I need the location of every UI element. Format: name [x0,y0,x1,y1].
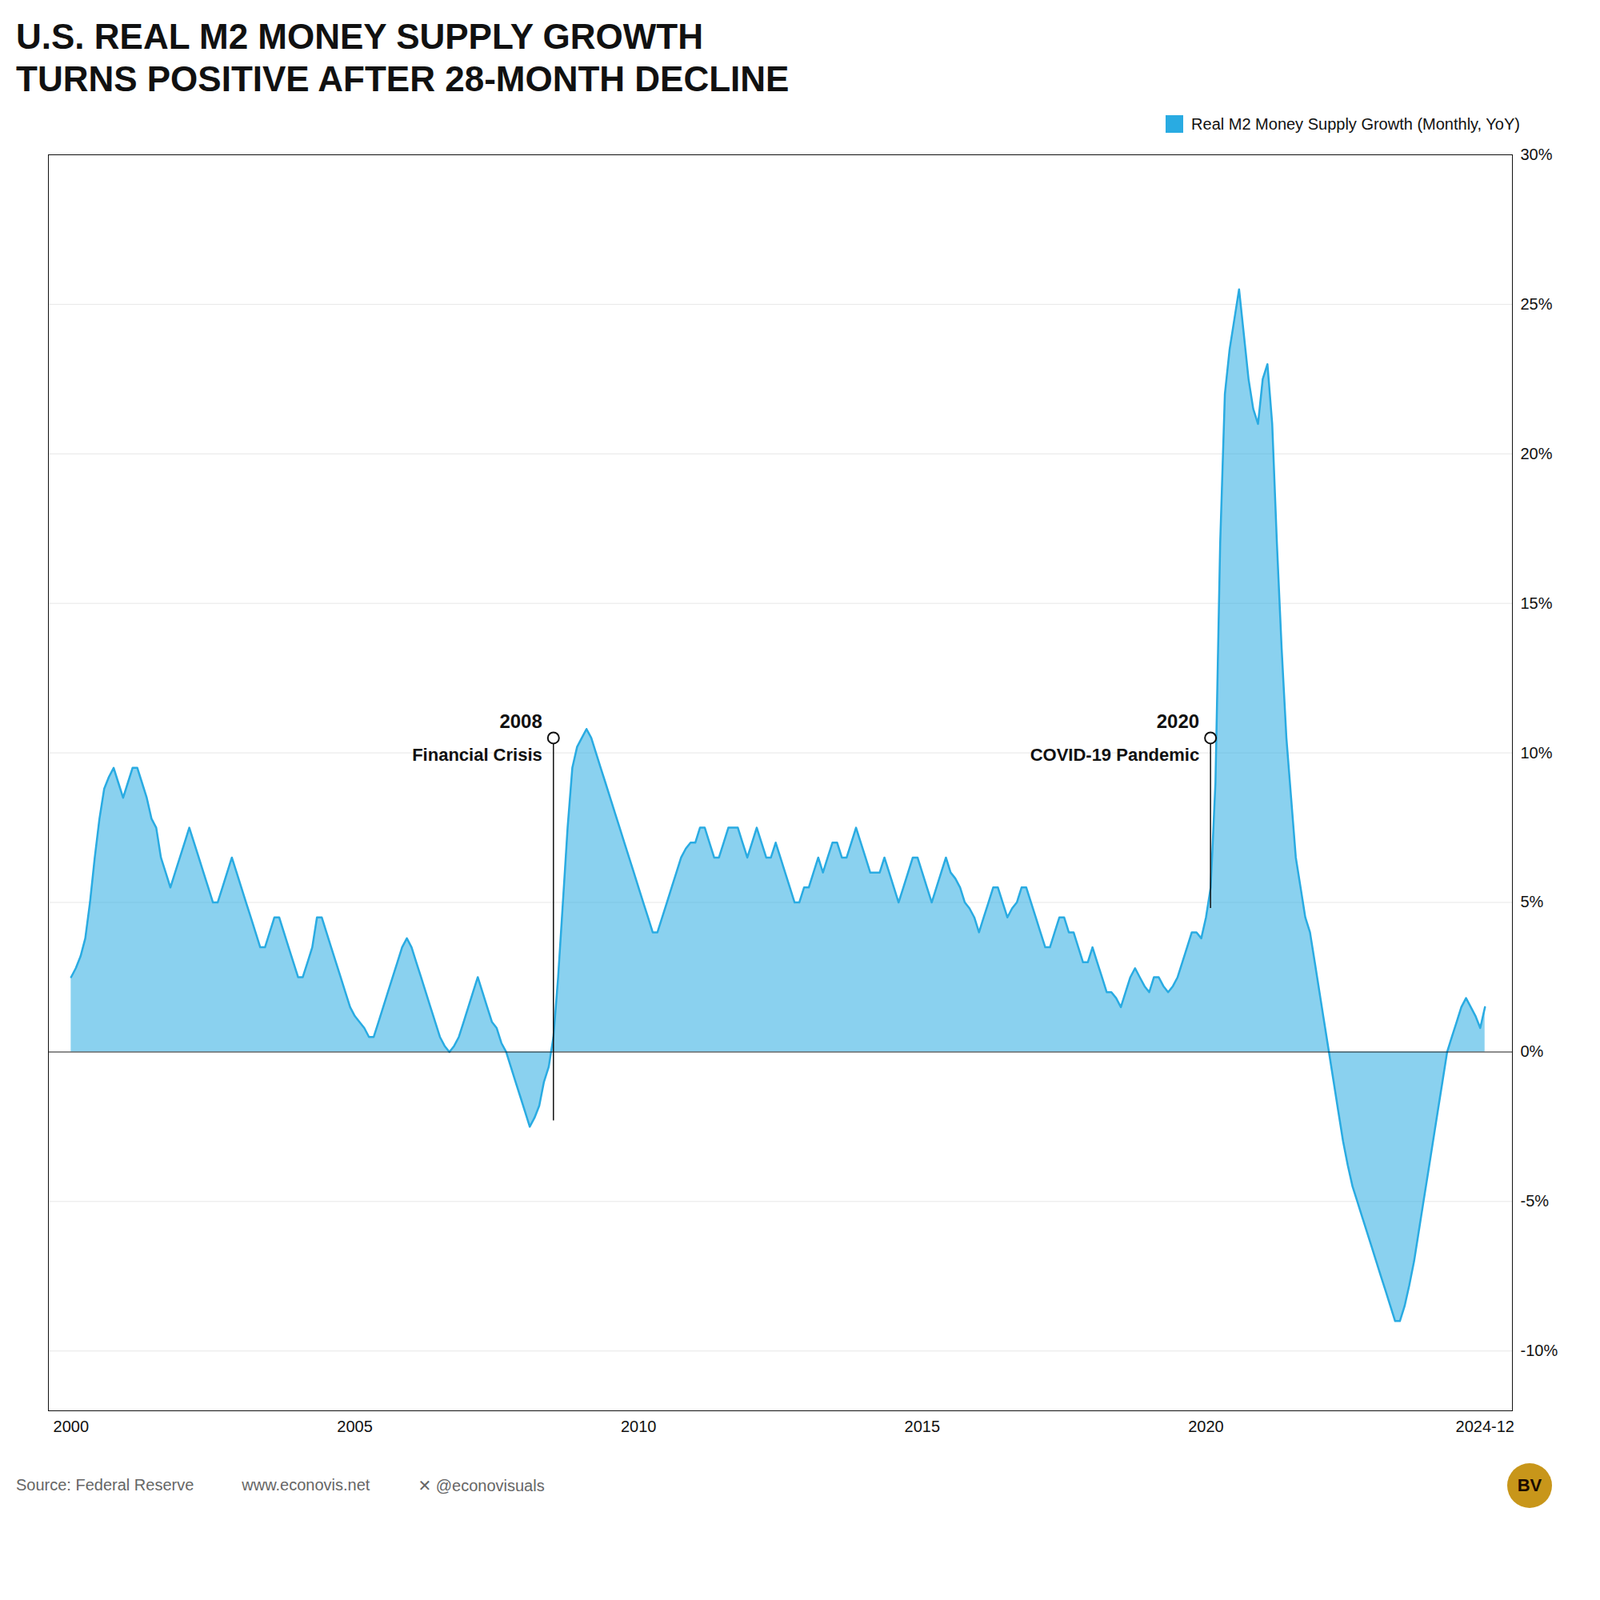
html-text:BV: BV [1517,1474,1542,1495]
svg-text:0%: 0% [1520,1042,1544,1060]
svg-text:2015: 2015 [904,1416,941,1435]
svg-text:30%: 30% [1520,144,1553,163]
html-text:✕ @econovisuals: ✕ @econovisuals [417,1476,545,1495]
svg-text:25%: 25% [1520,294,1553,312]
html-text:U.S. REAL M2 MONEY SUPPLY GROW: U.S. REAL M2 MONEY SUPPLY GROWTH [16,16,704,56]
svg-text:COVID-19 Pandemic: COVID-19 Pandemic [1030,744,1200,765]
svg-text:2020: 2020 [1188,1416,1224,1435]
html-text:Real M2 Money Supply Growth (M: Real M2 Money Supply Growth (Monthly, Yo… [1191,114,1520,133]
svg-text:2020: 2020 [1156,710,1200,732]
svg-text:-10%: -10% [1520,1341,1559,1360]
html-text:www.econovis.net: www.econovis.net [241,1476,370,1494]
html-text:TURNS POSITIVE AFTER 28-MONTH: TURNS POSITIVE AFTER 28-MONTH DECLINE [16,59,790,99]
svg-text:5%: 5% [1520,892,1544,911]
svg-text:-5%: -5% [1520,1192,1550,1210]
svg-text:2005: 2005 [336,1416,373,1435]
html-text:Source: Federal Reserve: Source: Federal Reserve [16,1476,194,1494]
svg-text:2008: 2008 [499,710,542,732]
svg-text:2024-12: 2024-12 [1456,1416,1515,1435]
svg-text:2000: 2000 [53,1416,90,1435]
svg-text:Financial Crisis: Financial Crisis [412,744,543,765]
svg-text:10%: 10% [1520,743,1553,761]
svg-text:2010: 2010 [620,1416,657,1435]
svg-text:20%: 20% [1520,444,1553,462]
svg-text:15%: 15% [1520,593,1553,612]
